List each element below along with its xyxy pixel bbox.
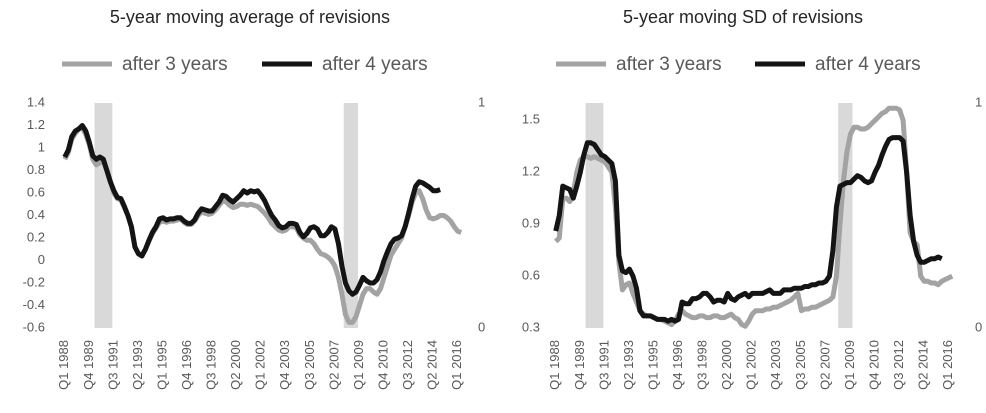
legend-label: after 3 years (616, 54, 722, 75)
y-tick-label: 0.8 (27, 162, 45, 177)
line-series (62, 125, 463, 325)
y-tick-label: 1.5 (522, 112, 540, 127)
line-series (553, 135, 943, 324)
shade-bar (589, 103, 593, 328)
shade-bar (343, 103, 348, 328)
x-tick-label: Q1 2009 (842, 340, 857, 390)
x-tick-label: Q4 2010 (375, 340, 390, 390)
x-tick-label: Q3 1991 (596, 340, 611, 390)
x-tick-label: Q2 2000 (719, 340, 734, 390)
x-tick-label: Q2 2007 (817, 340, 832, 390)
y2-tick-label: 0 (975, 319, 982, 334)
shade-bar (841, 103, 846, 328)
y-tick-label: 0.3 (522, 319, 540, 334)
chart-title: 5-year moving average of revisions (110, 7, 390, 27)
shade-bar (585, 103, 590, 328)
y-tick-label: 0.2 (27, 229, 45, 244)
y2-tick-label: 1 (975, 94, 982, 109)
x-tick-label: Q3 2012 (891, 340, 906, 390)
x-tick-label: Q1 1988 (56, 340, 71, 390)
x-tick-label: Q1 2002 (744, 340, 759, 390)
shade-bar (354, 103, 358, 328)
legend-label: after 3 years (122, 54, 228, 75)
y-tick-label: 1.4 (27, 94, 45, 109)
x-tick-label: Q4 1989 (572, 340, 587, 390)
x-tick-label: Q1 2016 (449, 340, 464, 390)
x-tick-label: Q4 2003 (768, 340, 783, 390)
x-tick-label: Q4 1996 (670, 340, 685, 390)
y-tick-label: 0.6 (522, 268, 540, 283)
x-tick-label: Q4 2003 (277, 340, 292, 390)
x-tick-label: Q3 1998 (695, 340, 710, 390)
y-tick-label: 1.2 (27, 117, 45, 132)
x-tick-label: Q2 2007 (326, 340, 341, 390)
y2-tick-label: 1 (478, 94, 485, 109)
x-tick-label: Q4 2010 (866, 340, 881, 390)
shade-bar (98, 103, 102, 328)
x-tick-label: Q2 1993 (621, 340, 636, 390)
shade-bar (592, 103, 597, 328)
shade-bar (101, 103, 106, 328)
shade-bar (596, 103, 600, 328)
x-tick-label: Q4 1989 (81, 340, 96, 390)
x-tick-label: Q2 2000 (228, 340, 243, 390)
shade-bar (105, 103, 109, 328)
shade-bar (94, 103, 99, 328)
legend-label: after 4 years (322, 54, 428, 75)
x-tick-label: Q4 1996 (179, 340, 194, 390)
x-tick-label: Q3 2005 (302, 340, 317, 390)
x-tick-label: Q3 2005 (793, 340, 808, 390)
x-tick-label: Q3 2012 (400, 340, 415, 390)
x-tick-label: Q2 1993 (130, 340, 145, 390)
y-tick-label: -0.6 (23, 319, 45, 334)
shade-bar (350, 103, 355, 328)
x-tick-label: Q1 1995 (154, 340, 169, 390)
shade-bar (848, 103, 853, 328)
shade-bar (845, 103, 849, 328)
x-tick-label: Q2 2014 (425, 340, 440, 390)
shade-bar (599, 103, 604, 328)
y-tick-label: -0.2 (23, 274, 45, 289)
y-tick-label: 0.4 (27, 207, 45, 222)
line-series (62, 123, 441, 297)
x-tick-label: Q1 2009 (351, 340, 366, 390)
y-tick-label: 0.9 (522, 216, 540, 231)
y-tick-label: 0 (38, 252, 45, 267)
x-tick-label: Q1 2016 (940, 340, 955, 390)
line-series (553, 105, 954, 329)
x-tick-label: Q3 1991 (105, 340, 120, 390)
x-tick-label: Q1 1995 (645, 340, 660, 390)
x-tick-label: Q2 2014 (916, 340, 931, 390)
y-tick-label: 1 (38, 139, 45, 154)
shade-bar (108, 103, 113, 328)
y2-tick-label: 0 (478, 319, 485, 334)
x-tick-label: Q3 1998 (204, 340, 219, 390)
x-tick-label: Q1 2002 (253, 340, 268, 390)
y-tick-label: -0.4 (23, 297, 45, 312)
legend-label: after 4 years (815, 54, 921, 75)
chart-title: 5-year moving SD of revisions (623, 7, 863, 27)
y-tick-label: 1.2 (522, 164, 540, 179)
y-tick-label: 0.6 (27, 184, 45, 199)
shade-bar (347, 103, 351, 328)
x-tick-label: Q1 1988 (547, 340, 562, 390)
